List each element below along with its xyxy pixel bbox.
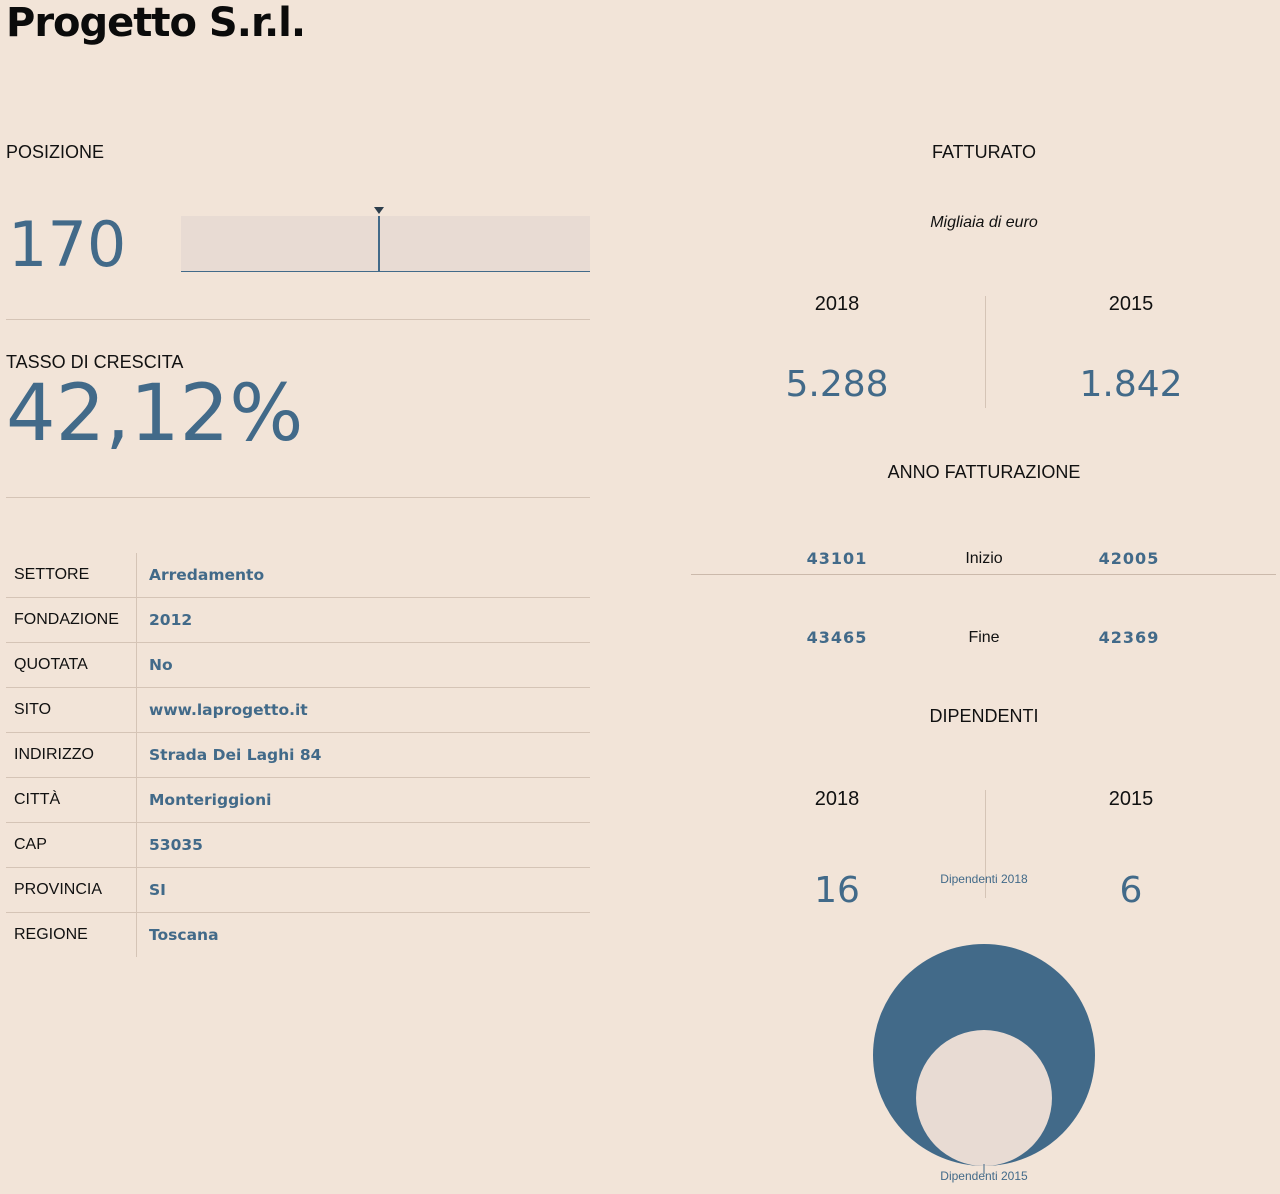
- table-row: REGIONE Toscana: [6, 912, 590, 957]
- fine-label: Fine: [968, 629, 1000, 646]
- info-key: REGIONE: [6, 912, 137, 957]
- info-key: SETTORE: [6, 553, 137, 598]
- fatturato-value-2018: 5.288: [785, 364, 889, 405]
- table-row: CITTÀ Monteriggioni: [6, 777, 590, 823]
- posizione-label: POSIZIONE: [6, 142, 105, 162]
- info-value: Monteriggioni: [136, 777, 590, 823]
- position-marker: [378, 216, 381, 272]
- info-value-website-link[interactable]: www.laprogetto.it: [136, 687, 590, 733]
- fatturato-year-2018: 2018: [814, 293, 860, 315]
- inizio-2018-value: 43101: [806, 549, 868, 568]
- fatturato-value-2015: 1.842: [1079, 364, 1183, 405]
- inizio-2015-value: 42005: [1098, 549, 1160, 568]
- info-value: Toscana: [149, 926, 219, 944]
- anno-fatturazione-label: ANNO FATTURAZIONE: [887, 462, 1081, 482]
- info-key: CITTÀ: [6, 777, 137, 823]
- inizio-label: Inizio: [965, 550, 1003, 567]
- info-key: CAP: [6, 822, 137, 868]
- info-key: SITO: [6, 687, 137, 733]
- info-key: INDIRIZZO: [6, 732, 137, 778]
- posizione-value: 170: [8, 208, 127, 281]
- circle-2015: [916, 1030, 1052, 1166]
- dipendenti-year-2018: 2018: [814, 788, 860, 810]
- position-arrow-icon: [374, 207, 385, 214]
- info-key: PROVINCIA: [6, 867, 137, 913]
- anno-divider: [691, 574, 1276, 575]
- info-key: FONDAZIONE: [6, 597, 137, 643]
- info-value: Arredamento: [136, 553, 590, 598]
- company-title: Progetto S.r.l.: [6, 0, 306, 46]
- fatturato-divider: [985, 296, 986, 408]
- fatturato-label: FATTURATO: [931, 142, 1036, 162]
- info-value: 2012: [136, 597, 590, 643]
- circle-label-2018: Dipendenti 2018: [940, 872, 1028, 886]
- info-value: SI: [136, 867, 590, 913]
- dipendenti-label: DIPENDENTI: [929, 706, 1039, 726]
- table-row: INDIRIZZO Strada Dei Laghi 84: [6, 732, 590, 778]
- tasso-value: 42,12%: [6, 369, 304, 459]
- info-key: QUOTATA: [6, 642, 137, 688]
- table-row: PROVINCIA SI: [6, 867, 590, 913]
- dipendenti-divider: [985, 790, 986, 898]
- table-row: SETTORE Arredamento: [6, 553, 590, 598]
- table-row: FONDAZIONE 2012: [6, 597, 590, 643]
- table-row: CAP 53035: [6, 822, 590, 868]
- circle-label-2015: Dipendenti 2015: [940, 1169, 1028, 1183]
- dipendenti-year-2015: 2015: [1108, 788, 1154, 810]
- table-row: QUOTATA No: [6, 642, 590, 688]
- fine-2015-value: 42369: [1098, 628, 1160, 647]
- info-value: 53035: [136, 822, 590, 868]
- company-info-table: SETTORE Arredamento FONDAZIONE 2012 QUOT…: [6, 553, 590, 957]
- dipendenti-value-2015: 6: [1119, 870, 1143, 911]
- fatturato-year-2015: 2015: [1108, 293, 1154, 315]
- divider: [6, 319, 590, 320]
- tasso-label: TASSO DI CRESCITA: [6, 352, 184, 372]
- divider: [6, 497, 590, 498]
- info-value: Strada Dei Laghi 84: [136, 732, 590, 778]
- position-bar: [181, 216, 590, 272]
- info-value: No: [136, 642, 590, 688]
- fine-2018-value: 43465: [806, 628, 868, 647]
- dipendenti-circles: [873, 944, 1095, 1174]
- dipendenti-value-2018: 16: [814, 870, 860, 911]
- fatturato-subtitle: Migliaia di euro: [930, 214, 1038, 231]
- table-row: SITO www.laprogetto.it: [6, 687, 590, 733]
